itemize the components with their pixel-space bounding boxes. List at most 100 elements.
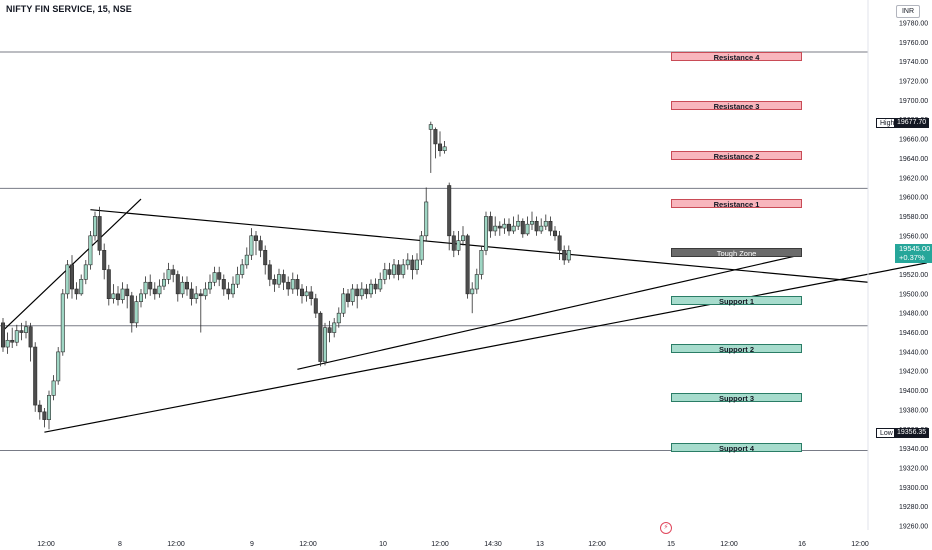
candle-body [93,216,98,237]
candle-body [185,281,190,290]
price-tick-label: 19460.00 [899,330,928,337]
last-price-badge: 19545.00 +0.37% [895,244,932,263]
candle-body [396,264,401,275]
candle-body [562,250,567,261]
candle-body [235,274,240,285]
price-tick-label: 19600.00 [899,195,928,202]
time-tick-label: 8 [118,541,122,548]
time-tick-label: 12:00 [37,541,55,548]
price-tick-label: 19340.00 [899,446,928,453]
candle-body [460,235,465,241]
candle-body [341,293,346,314]
zone-resistance-3: Resistance 3 [671,100,802,111]
price-tick-label: 19560.00 [899,233,928,240]
flash-icon[interactable]: ⚡ [660,522,672,534]
price-tick-label: 19320.00 [899,465,928,472]
candle-body [364,288,369,295]
price-tick-label: 19280.00 [899,504,928,511]
candle-body [359,288,364,297]
candle-body [424,201,429,237]
candle-body [276,274,281,285]
time-tick-label: 12:00 [167,541,185,548]
candle-body [428,124,433,130]
candle-body [552,230,557,237]
time-tick-label: 9 [250,541,254,548]
candle-body [493,225,498,232]
candle-body [497,225,502,229]
zone-resistance-2: Resistance 2 [671,151,802,161]
candle-body [281,274,286,283]
candle-body [479,250,484,275]
candle-body [401,264,406,275]
candle-body [129,295,134,324]
candle-body [433,129,438,145]
time-tick-label: 12:00 [588,541,606,548]
candle-body [355,288,360,297]
candle-body [456,240,461,251]
time-tick-label: 12:00 [851,541,869,548]
price-tick-label: 19700.00 [899,98,928,105]
candle-body [387,269,392,275]
candle-body [194,293,199,299]
candle-body [419,235,424,261]
candle-body [286,281,291,290]
candle-body [525,223,530,235]
candle-body [309,291,314,299]
candle-body [539,225,544,232]
price-tick-label: 19760.00 [899,40,928,47]
candle-body [217,272,222,280]
candle-body [79,279,84,295]
price-tick-label: 19620.00 [899,175,928,182]
price-tick-label: 19380.00 [899,407,928,414]
candle-body [65,264,70,295]
last-price-value: 19545.00 [899,244,931,253]
candle-body [157,285,162,295]
candle-body [447,185,452,237]
price-tick-label: 19720.00 [899,79,928,86]
candle-body [139,293,144,302]
candle-body [37,404,42,413]
price-tick-label: 19580.00 [899,214,928,221]
candle-body [198,293,203,297]
candle-body [474,274,479,290]
candle-body [19,330,24,333]
candle-body [313,298,318,314]
time-tick-label: 12:00 [431,541,449,548]
price-tick-label: 19480.00 [899,311,928,318]
candle-body [180,281,185,295]
candle-body [566,250,571,261]
candle-body [102,250,107,270]
candle-body [336,312,341,324]
currency-button[interactable]: INR [896,5,920,18]
zone-resistance-4: Resistance 4 [671,52,802,62]
candle-body [148,281,153,290]
candle-body [226,288,231,295]
time-tick-label: 13 [536,541,544,548]
candle-body [70,264,75,290]
candle-body [254,235,259,241]
candle-body [143,281,148,295]
candle-body [368,283,373,295]
candle-body [120,288,125,300]
price-tick-label: 19520.00 [899,272,928,279]
zone-support-4: Support 4 [671,443,802,453]
candle-body [442,146,447,151]
candle-body [520,220,525,235]
price-tick-label: 19440.00 [899,349,928,356]
time-tick-label: 10 [379,541,387,548]
trendline [44,262,927,433]
candle-body [350,288,355,302]
price-tick-label: 19300.00 [899,485,928,492]
candle-body [83,264,88,280]
zone-resistance-1: Resistance 1 [671,199,802,209]
candle-body [249,235,254,256]
candle-body [318,312,323,362]
candle-body [465,235,470,295]
candle-body [451,235,456,251]
candle-body [258,240,263,251]
candle-body [33,346,38,406]
low-value: 19356.35 [894,428,930,438]
candle-body [152,288,157,295]
